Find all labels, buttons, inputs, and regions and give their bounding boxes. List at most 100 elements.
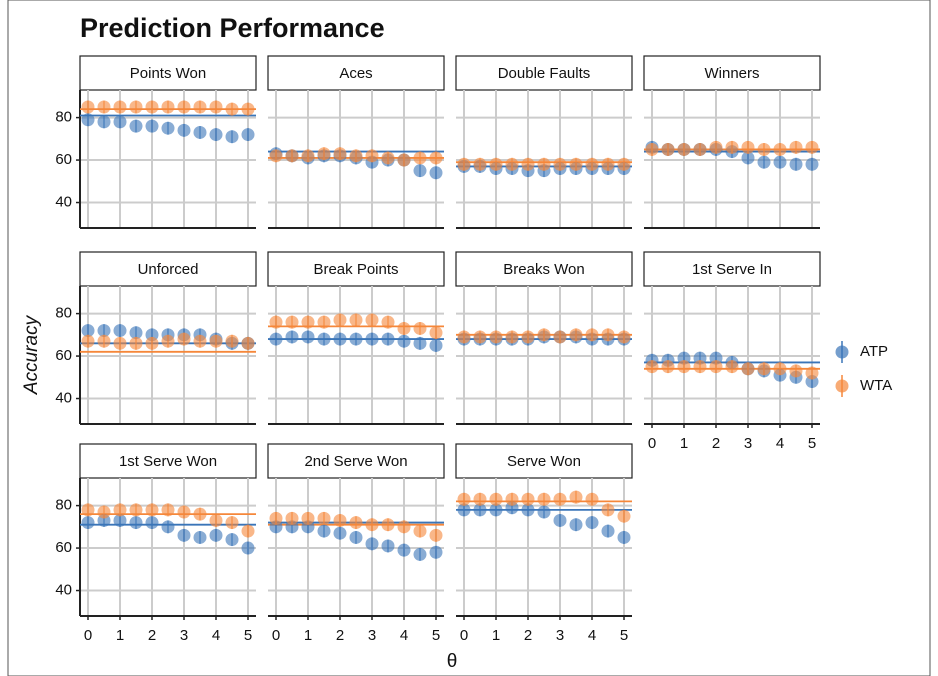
- point: [429, 326, 443, 340]
- point: [81, 503, 95, 517]
- point: [161, 520, 175, 534]
- point: [209, 513, 223, 527]
- y-tick-label: 60: [55, 347, 72, 364]
- x-tick-label: 1: [680, 435, 688, 452]
- point: [97, 505, 111, 519]
- x-tick-label: 4: [400, 627, 408, 644]
- point: [553, 330, 567, 344]
- point: [413, 524, 427, 538]
- point: [413, 151, 427, 165]
- point: [381, 315, 395, 329]
- point: [349, 516, 363, 530]
- point: [505, 157, 519, 171]
- y-tick-label: 80: [55, 497, 72, 514]
- x-tick-label: 1: [116, 627, 124, 644]
- point: [241, 541, 255, 555]
- facet-strip: [455, 55, 633, 91]
- point: [381, 518, 395, 532]
- point: [553, 513, 567, 527]
- point: [209, 334, 223, 348]
- facet-strip: [267, 251, 445, 287]
- point: [645, 142, 659, 156]
- point: [285, 149, 299, 163]
- point: [741, 140, 755, 154]
- point: [365, 149, 379, 163]
- y-tick-label: 80: [55, 305, 72, 322]
- point: [301, 330, 315, 344]
- point: [585, 492, 599, 506]
- point: [397, 543, 411, 557]
- point: [317, 315, 331, 329]
- point: [569, 328, 583, 342]
- y-tick-label: 40: [55, 581, 72, 598]
- point: [741, 362, 755, 376]
- point: [789, 157, 803, 171]
- x-tick-label: 3: [744, 435, 752, 452]
- point: [333, 332, 347, 346]
- point: [97, 324, 111, 338]
- point: [333, 147, 347, 161]
- point: [81, 113, 95, 127]
- point: [365, 537, 379, 551]
- point: [413, 547, 427, 561]
- point: [725, 360, 739, 374]
- point: [473, 330, 487, 344]
- facet-strip: [455, 251, 633, 287]
- point: [209, 100, 223, 114]
- point: [601, 157, 615, 171]
- point: [129, 336, 143, 350]
- point: [489, 492, 503, 506]
- point: [129, 326, 143, 340]
- point: [805, 366, 819, 380]
- point: [757, 362, 771, 376]
- facet-strip: [455, 443, 633, 479]
- point: [349, 530, 363, 544]
- point: [193, 334, 207, 348]
- point: [505, 492, 519, 506]
- x-tick-label: 4: [588, 627, 596, 644]
- x-tick-label: 2: [148, 627, 156, 644]
- point: [537, 492, 551, 506]
- y-tick-label: 40: [55, 389, 72, 406]
- point: [113, 503, 127, 517]
- point: [537, 328, 551, 342]
- point: [285, 330, 299, 344]
- legend-swatch: [835, 379, 849, 393]
- point: [193, 507, 207, 521]
- point: [333, 313, 347, 327]
- point: [317, 511, 331, 525]
- point: [645, 360, 659, 374]
- point: [537, 505, 551, 519]
- point: [473, 503, 487, 517]
- point: [225, 533, 239, 547]
- point: [209, 528, 223, 542]
- facet-title: 1st Serve Won: [119, 453, 217, 470]
- point: [113, 324, 127, 338]
- point: [97, 100, 111, 114]
- point: [241, 524, 255, 538]
- point: [521, 492, 535, 506]
- point: [349, 332, 363, 346]
- point: [301, 315, 315, 329]
- point: [569, 518, 583, 532]
- point: [429, 151, 443, 165]
- facet-title: 1st Serve In: [692, 261, 772, 278]
- facet-strip: [79, 443, 257, 479]
- point: [269, 332, 283, 346]
- x-tick-label: 2: [336, 627, 344, 644]
- point: [241, 102, 255, 116]
- point: [177, 528, 191, 542]
- point: [457, 330, 471, 344]
- point: [145, 336, 159, 350]
- point: [413, 336, 427, 350]
- x-tick-label: 3: [556, 627, 564, 644]
- point: [601, 524, 615, 538]
- point: [457, 492, 471, 506]
- point: [489, 330, 503, 344]
- x-tick-label: 0: [460, 627, 468, 644]
- point: [773, 155, 787, 169]
- facet-title: Unforced: [138, 261, 199, 278]
- point: [381, 539, 395, 553]
- point: [757, 155, 771, 169]
- facet-strip: [267, 55, 445, 91]
